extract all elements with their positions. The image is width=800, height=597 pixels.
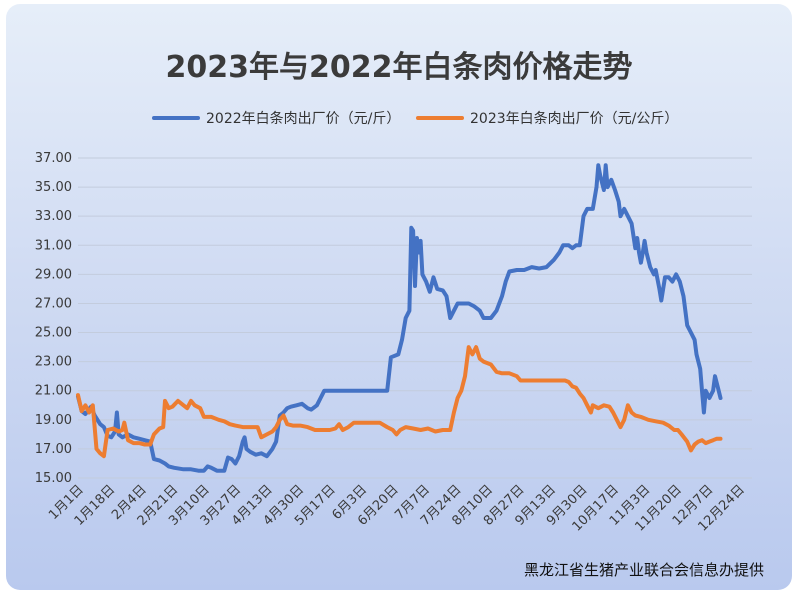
- y-tick-label: 17.00: [35, 442, 72, 457]
- chart-frame: 2023年与2022年白条肉价格走势 2022年白条肉出厂价（元/斤） 2023…: [6, 4, 792, 590]
- legend-swatch-2022: [152, 116, 200, 120]
- y-tick-label: 29.00: [35, 267, 72, 282]
- chart-title: 2023年与2022年白条肉价格走势: [165, 50, 633, 85]
- y-tick-label: 15.00: [35, 471, 72, 486]
- y-tick-label: 19.00: [35, 413, 72, 428]
- y-tick-label: 21.00: [35, 384, 72, 399]
- y-tick-label: 31.00: [35, 238, 72, 253]
- series-line-2023: [76, 345, 723, 459]
- chart-plot-area: 37.00 35.00 33.00 31.00 29.00 27.00 25.00 23.00…: [35, 151, 752, 535]
- legend-label-2023: 2023年白条肉出厂价（元/公斤）: [470, 111, 679, 127]
- legend-swatch-2023: [416, 116, 464, 120]
- y-tick-label: 27.00: [35, 296, 72, 311]
- y-tick-label: 35.00: [35, 180, 72, 195]
- legend-label-2022: 2022年白条肉出厂价（元/斤）: [206, 111, 401, 127]
- y-tick-label: 33.00: [35, 209, 72, 224]
- source-credit: 黑龙江省生猪产业联合会信息办提供: [523, 561, 764, 579]
- y-tick-label: 23.00: [35, 355, 72, 370]
- series-line-2022: [76, 163, 723, 473]
- y-tick-label: 37.00: [35, 151, 72, 166]
- y-tick-label: 25.00: [35, 326, 72, 341]
